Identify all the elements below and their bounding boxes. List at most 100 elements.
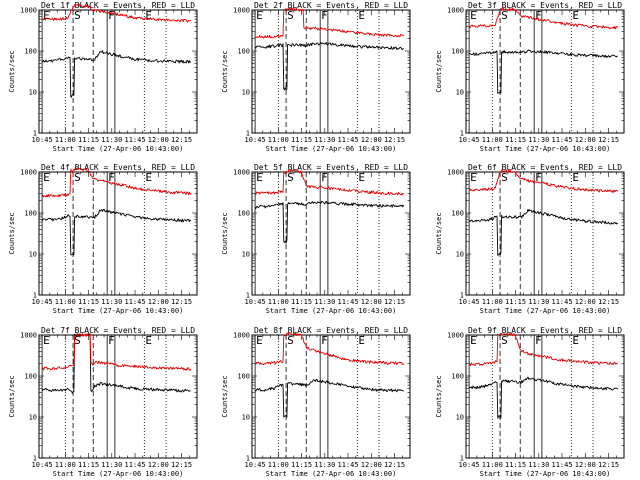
x-tick-label: 12:00	[575, 461, 596, 469]
y-tick-label: 1000	[447, 169, 464, 177]
x-tick-label: 12:15	[171, 461, 192, 469]
x-tick-label: 11:00	[268, 298, 289, 306]
x-tick-label: 11:00	[482, 461, 503, 469]
x-axis-label: Start Time (27-Apr-06 10:43:00)	[53, 307, 184, 315]
series-lld-line	[254, 332, 405, 366]
marker-label: S	[287, 171, 294, 184]
marker-label: E	[572, 334, 579, 347]
series-lld-line	[41, 3, 191, 23]
series-events-line	[41, 208, 192, 256]
marker-label: E	[43, 9, 50, 22]
x-tick-label: 12:15	[384, 461, 405, 469]
y-tick-label: 1	[460, 454, 464, 462]
y-tick-label: 10	[242, 414, 250, 422]
y-tick-label: 1000	[447, 7, 464, 15]
marker-label: S	[74, 334, 81, 347]
x-tick-label: 11:45	[552, 298, 573, 306]
x-tick-label: 11:30	[528, 298, 549, 306]
plot-frame	[38, 171, 198, 296]
series-lld-line	[41, 167, 192, 198]
marker-label: S	[287, 334, 294, 347]
panel-title: Det 3f BLACK = Events, RED = LLD	[468, 1, 622, 10]
marker-label: F	[535, 171, 542, 184]
x-tick-label: 11:00	[482, 136, 503, 144]
x-tick-label: 10:45	[32, 461, 53, 469]
x-tick-label: 10:45	[245, 298, 266, 306]
y-tick-label: 100	[237, 210, 250, 218]
x-tick-label: 12:15	[384, 136, 405, 144]
series-events-line	[468, 208, 619, 256]
x-tick-label: 12:15	[598, 298, 619, 306]
y-tick-label: 1	[460, 129, 464, 137]
plot-frame	[465, 171, 625, 296]
x-tick-label: 12:00	[575, 136, 596, 144]
marker-label: E	[358, 9, 365, 22]
series-events-line	[41, 333, 192, 394]
x-axis-label: Start Time (27-Apr-06 10:43:00)	[266, 470, 397, 478]
x-tick-label: 12:15	[598, 461, 619, 469]
plot-frame	[251, 334, 411, 459]
x-tick-label: 12:00	[148, 461, 169, 469]
marker-label: S	[74, 9, 81, 22]
marker-label: S	[287, 9, 294, 22]
x-tick-label: 11:15	[505, 298, 526, 306]
x-tick-label: 11:15	[78, 298, 99, 306]
x-tick-label: 10:45	[245, 461, 266, 469]
x-tick-label: 11:45	[338, 298, 359, 306]
x-tick-label: 11:30	[314, 461, 335, 469]
x-tick-label: 11:15	[505, 461, 526, 469]
series-events-line	[254, 200, 405, 244]
y-tick-label: 100	[451, 373, 464, 381]
panel-3: Det 3f BLACK = Events, RED = LLD 1 10 100 10…	[435, 1, 625, 153]
x-tick-label: 12:00	[361, 461, 382, 469]
y-tick-label: 100	[237, 373, 250, 381]
marker-label: E	[470, 334, 477, 347]
x-tick-label: 11:30	[314, 298, 335, 306]
x-tick-label: 11:45	[552, 136, 573, 144]
x-tick-label: 12:00	[361, 298, 382, 306]
y-axis-label: Counts/sec	[221, 212, 229, 254]
x-tick-label: 11:45	[552, 461, 573, 469]
y-tick-label: 1000	[233, 332, 250, 340]
y-axis-label: Counts/sec	[435, 212, 443, 254]
marker-label: E	[470, 9, 477, 22]
series-events-line	[255, 378, 404, 418]
series-events-line	[41, 50, 192, 98]
marker-label: E	[145, 9, 152, 22]
marker-label: E	[145, 334, 152, 347]
y-tick-label: 100	[237, 48, 250, 56]
panel-2: Det 2f BLACK = Events, RED = LLD 1 10 100 10…	[221, 1, 411, 153]
x-tick-label: 11:30	[101, 461, 122, 469]
x-axis-label: Start Time (27-Apr-06 10:43:00)	[266, 145, 397, 153]
y-tick-label: 1000	[20, 7, 37, 15]
x-tick-label: 11:00	[482, 298, 503, 306]
marker-label: F	[108, 334, 115, 347]
panel-title: Det 5f BLACK = Events, RED = LLD	[254, 163, 408, 172]
y-tick-label: 1000	[233, 7, 250, 15]
x-tick-label: 11:00	[268, 136, 289, 144]
marker-label: S	[501, 9, 508, 22]
panel-8: Det 8f BLACK = Events, RED = LLD 1 10 100 10…	[221, 326, 411, 478]
plot-frame	[465, 9, 625, 134]
plot-frame	[251, 171, 411, 296]
x-tick-label: 11:45	[338, 461, 359, 469]
x-tick-label: 10:45	[32, 298, 53, 306]
x-tick-label: 12:00	[148, 136, 169, 144]
x-tick-label: 12:00	[361, 136, 382, 144]
marker-label: E	[145, 171, 152, 184]
y-tick-label: 10	[456, 89, 464, 97]
marker-label: E	[256, 9, 263, 22]
marker-label: E	[256, 171, 263, 184]
marker-label: F	[321, 171, 328, 184]
y-tick-label: 10	[456, 251, 464, 259]
y-tick-label: 100	[451, 210, 464, 218]
y-tick-label: 100	[24, 48, 37, 56]
panel-title: Det 6f BLACK = Events, RED = LLD	[468, 163, 622, 172]
x-tick-label: 12:15	[171, 298, 192, 306]
x-axis-label: Start Time (27-Apr-06 10:43:00)	[480, 145, 611, 153]
y-tick-label: 1	[33, 129, 37, 137]
x-tick-label: 12:15	[171, 136, 192, 144]
x-axis-label: Start Time (27-Apr-06 10:43:00)	[480, 307, 611, 315]
x-tick-label: 12:00	[148, 298, 169, 306]
y-tick-label: 100	[451, 48, 464, 56]
